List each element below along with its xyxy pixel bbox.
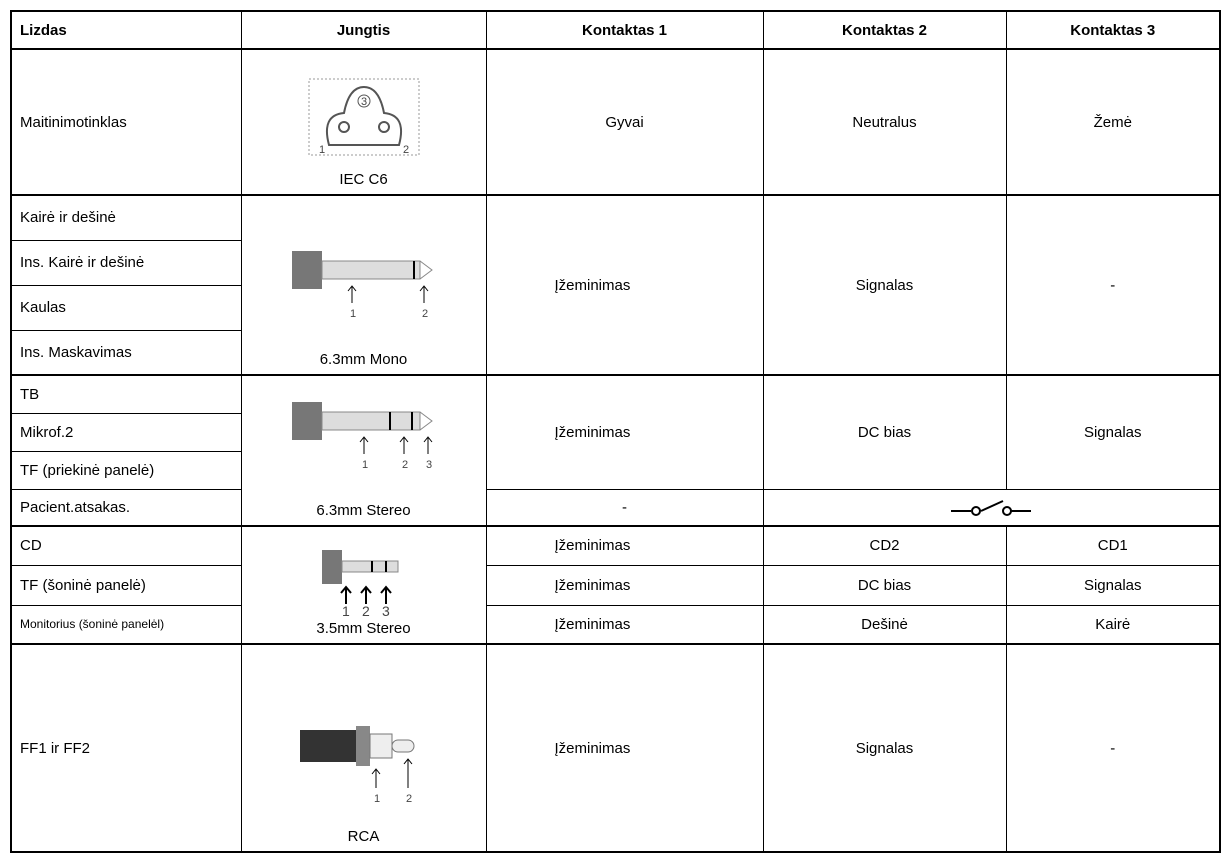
connector-name: 6.3mm Stereo — [316, 502, 411, 519]
pin-label: 2 — [362, 603, 370, 616]
contact: DC bias — [762, 374, 1007, 490]
contact: Įžeminimas — [485, 525, 764, 566]
pin-label: 2 — [422, 308, 428, 320]
contact: Kairė — [1005, 604, 1221, 645]
pin-label: 1 — [319, 144, 325, 156]
connector-name: 6.3mm Mono — [319, 351, 408, 368]
pin-label: 1 — [350, 308, 356, 320]
socket: Pacient.atsakas. — [10, 488, 242, 527]
contact: Neutralus — [762, 48, 1007, 196]
contact: CD2 — [762, 525, 1007, 566]
contact: - — [1005, 643, 1221, 853]
pin-label: 1 — [342, 603, 350, 616]
socket: Kaulas — [10, 284, 242, 331]
pin-label: 2 — [406, 793, 412, 805]
stereo-jack-icon: 1 2 3 — [291, 402, 433, 471]
contact: DC bias — [762, 564, 1007, 606]
contact: Įžeminimas — [485, 604, 764, 645]
connector-cell: 3 1 2 IEC C6 — [240, 48, 487, 196]
contact: - — [1005, 194, 1221, 376]
header-cell: Kontaktas 2 — [762, 10, 1007, 50]
socket: TF (priekinė panelė) — [10, 450, 242, 490]
contact: Įžeminimas — [485, 564, 764, 606]
connector-cell: 1 2 3 6.3mm Stereo — [240, 374, 487, 527]
socket: Ins. Maskavimas — [10, 329, 242, 376]
socket: TF (šoninė panelė) — [10, 564, 242, 606]
pin-label: 2 — [402, 459, 408, 471]
contact: Gyvai — [485, 48, 764, 196]
socket: Monitorius (šoninė panelėl) — [10, 604, 242, 645]
connector-name: 3.5mm Stereo — [316, 620, 411, 637]
pin-label: 1 — [362, 459, 368, 471]
socket: Maitinimotinklas — [10, 48, 242, 196]
pin-label: 1 — [374, 793, 380, 805]
connector-name: IEC C6 — [339, 171, 388, 188]
contact: Įžeminimas — [485, 194, 764, 376]
connector-name: RCA — [347, 828, 380, 845]
header-cell: Jungtis — [240, 10, 487, 50]
header-cell: Kontaktas 3 — [1005, 10, 1221, 50]
contact: CD1 — [1005, 525, 1221, 566]
contact: Signalas — [762, 194, 1007, 376]
contact: - — [485, 488, 764, 527]
iec-c6-icon: 3 1 2 — [308, 78, 419, 156]
socket: Ins. Kairė ir dešinė — [10, 239, 242, 286]
switch-cell — [762, 488, 1221, 527]
socket: Mikrof.2 — [10, 412, 242, 452]
socket: Kairė ir dešinė — [10, 194, 242, 241]
header-cell: Kontaktas 1 — [485, 10, 764, 50]
pin-label: 3 — [360, 96, 366, 108]
pin-label: 2 — [403, 144, 409, 156]
socket: CD — [10, 525, 242, 566]
contact: Signalas — [1005, 564, 1221, 606]
contact: Signalas — [762, 643, 1007, 853]
pin-label: 3 — [382, 603, 390, 616]
connector-table: Lizdas Jungtis Kontaktas 1 Kontaktas 2 K… — [10, 10, 1221, 853]
header-cell: Lizdas — [10, 10, 242, 50]
contact: Įžeminimas — [485, 643, 764, 853]
contact: Signalas — [1005, 374, 1221, 490]
contact: Žemė — [1005, 48, 1221, 196]
switch-icon — [951, 500, 1032, 517]
pin-label: 3 — [426, 459, 432, 471]
contact: Dešinė — [762, 604, 1007, 645]
contact: Įžeminimas — [485, 374, 764, 490]
socket: FF1 ir FF2 — [10, 643, 242, 853]
socket: TB — [10, 374, 242, 414]
